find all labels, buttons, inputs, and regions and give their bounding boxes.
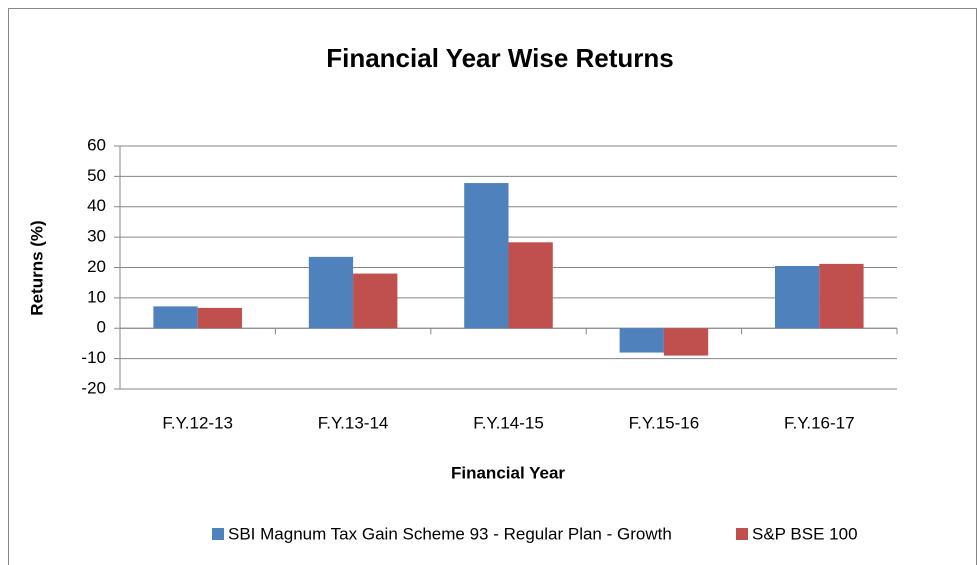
y-axis-title: Returns (%): [27, 220, 46, 315]
y-tick-label: 10: [87, 287, 106, 306]
legend-swatch: [212, 528, 224, 540]
bar: [819, 263, 864, 329]
bar: [353, 273, 398, 329]
legend-swatch: [736, 528, 748, 540]
x-tick-label: F.Y.16-17: [784, 413, 855, 432]
x-tick-label: F.Y.15-16: [629, 413, 700, 432]
bar: [308, 256, 354, 329]
x-tick-label: F.Y.14-15: [473, 413, 544, 432]
y-tick-label: 60: [87, 135, 106, 154]
y-tick-label: -10: [81, 348, 106, 367]
bar: [663, 328, 709, 356]
bar: [197, 307, 242, 329]
y-tick-label: 0: [97, 318, 106, 337]
bar: [775, 265, 820, 329]
x-tick-label: F.Y.12-13: [162, 413, 233, 432]
chart-title: Financial Year Wise Returns: [326, 43, 674, 73]
y-tick-label: 50: [87, 166, 106, 185]
legend-label: SBI Magnum Tax Gain Scheme 93 - Regular …: [228, 524, 672, 543]
y-tick-label: 30: [87, 227, 106, 246]
bar: [464, 183, 509, 329]
bar: [153, 306, 198, 329]
bar: [619, 328, 664, 353]
y-tick-label: 20: [87, 257, 106, 276]
legend-label: S&P BSE 100: [752, 524, 858, 543]
x-tick-label: F.Y.13-14: [318, 413, 389, 432]
x-axis-title: Financial Year: [451, 463, 565, 482]
y-tick-label: -20: [81, 378, 106, 397]
y-tick-label: 40: [87, 196, 106, 215]
bar: [508, 242, 553, 329]
